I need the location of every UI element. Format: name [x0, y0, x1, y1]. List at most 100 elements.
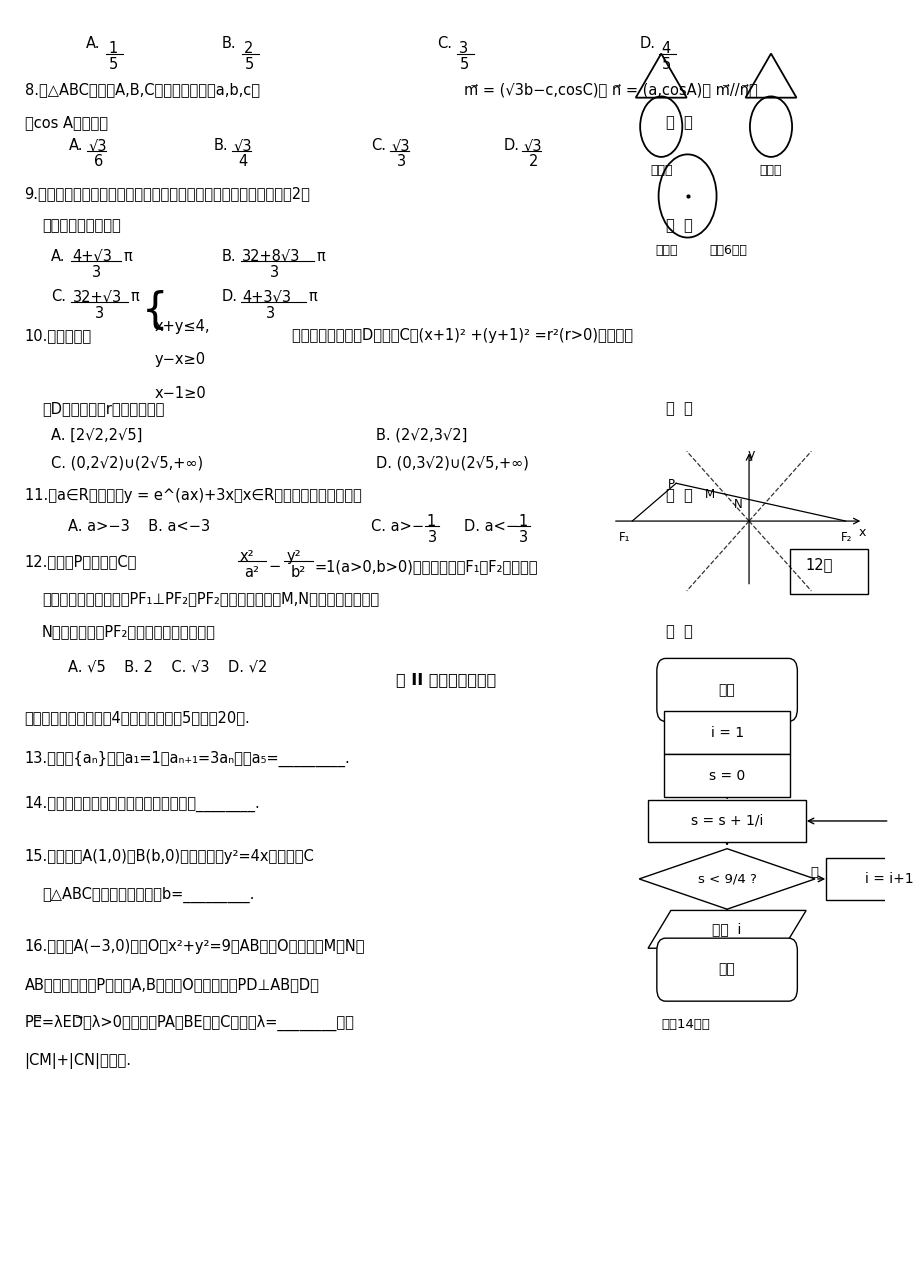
Text: π: π: [130, 289, 140, 304]
Text: x: x: [858, 526, 866, 539]
Text: b²: b²: [290, 566, 305, 580]
FancyBboxPatch shape: [656, 659, 797, 721]
FancyBboxPatch shape: [825, 857, 919, 901]
Text: x²: x²: [240, 549, 254, 564]
Text: 15.已知两点A(1,0)，B(b,0)，若抛物线y²=4x上存在点C: 15.已知两点A(1,0)，B(b,0)，若抛物线y²=4x上存在点C: [25, 848, 314, 864]
Text: B.: B.: [221, 36, 236, 51]
Text: 2: 2: [244, 41, 253, 56]
Text: 3: 3: [95, 306, 104, 321]
Text: 4+√3: 4+√3: [73, 248, 112, 264]
Text: 俦视图: 俦视图: [654, 243, 677, 257]
Text: m⃗ = (√3b−c,cosC)， n⃗ = (a,cosA)， m⃗//n⃗，: m⃗ = (√3b−c,cosC)， n⃗ = (a,cosA)， m⃗//n⃗…: [463, 83, 756, 98]
Text: 10.设不等式组: 10.设不等式组: [25, 329, 92, 343]
Text: 4: 4: [239, 154, 248, 169]
Text: 侧视图: 侧视图: [759, 164, 781, 177]
Text: （  ）: （ ）: [664, 624, 692, 640]
Text: PE⃗=λED⃗（λ>0），直线PA与BE交于C，则当λ=________时，: PE⃗=λED⃗（λ>0），直线PA与BE交于C，则当λ=________时，: [25, 1015, 354, 1031]
FancyBboxPatch shape: [789, 549, 867, 594]
Text: 3: 3: [518, 530, 528, 545]
Text: F₁: F₁: [618, 531, 630, 544]
Text: （  ）: （ ）: [664, 219, 692, 233]
Text: B.: B.: [221, 248, 236, 264]
Text: 是: 是: [810, 866, 818, 879]
Text: A.: A.: [68, 138, 83, 153]
Text: A. [2√2,2√5]: A. [2√2,2√5]: [51, 428, 142, 443]
Text: 14.若某程序框图如图所示，则运行结果为________.: 14.若某程序框图如图所示，则运行结果为________.: [25, 796, 260, 812]
Text: C. a>−: C. a>−: [371, 519, 424, 534]
Text: P: P: [666, 478, 674, 492]
Text: 5: 5: [460, 57, 469, 73]
Text: 1: 1: [517, 513, 527, 529]
Text: （  ）: （ ）: [664, 116, 692, 130]
Text: A.: A.: [85, 36, 100, 51]
Text: 使△ABC为等边三角形，则b=_________.: 使△ABC为等边三角形，则b=_________.: [42, 887, 255, 903]
Text: s < 9/4 ?: s < 9/4 ?: [697, 873, 755, 885]
Text: N恰好平分线段PF₂，则双曲线的离心率是: N恰好平分线段PF₂，则双曲线的离心率是: [42, 624, 216, 640]
Text: 输出  i: 输出 i: [711, 922, 741, 936]
FancyBboxPatch shape: [656, 938, 797, 1001]
Text: 3: 3: [266, 306, 275, 321]
Text: D.: D.: [221, 289, 238, 304]
Text: 12.已知点P是双曲线C：: 12.已知点P是双曲线C：: [25, 554, 137, 568]
Text: D.: D.: [503, 138, 518, 153]
Text: 3: 3: [270, 265, 279, 280]
Text: 32+8√3: 32+8√3: [242, 248, 301, 264]
Text: a²: a²: [244, 566, 259, 580]
Text: 5: 5: [244, 57, 254, 73]
Text: 2: 2: [528, 154, 538, 169]
Text: 二、填空题：本大题兲4小题，每小题。5分，內20分.: 二、填空题：本大题兲4小题，每小题。5分，內20分.: [25, 710, 250, 725]
Text: s = 0: s = 0: [709, 768, 744, 782]
Text: 12题: 12题: [804, 558, 832, 572]
FancyBboxPatch shape: [664, 711, 789, 754]
Text: y−x≥0: y−x≥0: [154, 352, 205, 367]
Text: √3: √3: [233, 138, 252, 153]
Text: D.: D.: [639, 36, 654, 51]
Text: B.: B.: [213, 138, 228, 153]
Text: 11.语a∈R，若函数y = e^(ax)+3x，x∈R有大于零的极值点，则: 11.语a∈R，若函数y = e^(ax)+3x，x∈R有大于零的极值点，则: [25, 488, 361, 503]
Text: A. a>−3    B. a<−3: A. a>−3 B. a<−3: [68, 519, 210, 534]
Polygon shape: [639, 848, 814, 910]
Text: π: π: [124, 248, 132, 264]
Text: N: N: [733, 498, 742, 511]
Text: x−1≥0: x−1≥0: [154, 386, 206, 401]
Text: x+y≤4,: x+y≤4,: [154, 320, 210, 335]
Text: （第14题）: （第14题）: [661, 1018, 709, 1031]
Text: 4: 4: [661, 41, 670, 56]
Text: 正视图: 正视图: [649, 164, 672, 177]
Text: 4+3√3: 4+3√3: [242, 289, 291, 304]
Text: {: {: [142, 289, 167, 331]
Text: 的左、右两个焦点，且PF₁⊥PF₂，PF₂两条渐近线相交M,N两点（如图），点: 的左、右两个焦点，且PF₁⊥PF₂，PF₂两条渐近线相交M,N两点（如图），点: [42, 591, 379, 606]
Text: （  ）: （ ）: [664, 401, 692, 417]
Text: |CM|+|CN|为定值.: |CM|+|CN|为定值.: [25, 1052, 131, 1069]
Text: 则cos A的值等于: 则cos A的值等于: [25, 116, 108, 130]
Text: C.: C.: [437, 36, 452, 51]
Text: C.: C.: [371, 138, 386, 153]
Text: π: π: [317, 248, 325, 264]
FancyBboxPatch shape: [648, 800, 805, 842]
Text: π: π: [308, 289, 316, 304]
Text: 3: 3: [427, 530, 437, 545]
Text: i = 1: i = 1: [709, 726, 743, 740]
Text: 8.在△ABC中，角A,B,C所对的边分别为a,b,c，: 8.在△ABC中，角A,B,C所对的边分别为a,b,c，: [25, 83, 259, 98]
Polygon shape: [647, 911, 805, 948]
Text: （  ）: （ ）: [664, 488, 692, 503]
Text: 表示的平面区域为D．若圆C：(x+1)² +(y+1)² =r²(r>0)不经过区: 表示的平面区域为D．若圆C：(x+1)² +(y+1)² =r²(r>0)不经过…: [292, 329, 632, 343]
Text: B. (2√2,3√2]: B. (2√2,3√2]: [375, 428, 467, 443]
Text: 结束: 结束: [718, 963, 734, 977]
Text: 3: 3: [396, 154, 405, 169]
Text: 3: 3: [92, 265, 101, 280]
Text: 域D上的点，则r的取值范围是: 域D上的点，则r的取值范围是: [42, 401, 165, 417]
Text: 5: 5: [662, 57, 671, 73]
Text: C.: C.: [51, 289, 66, 304]
FancyBboxPatch shape: [664, 754, 789, 798]
Text: A.: A.: [51, 248, 65, 264]
Text: √3: √3: [523, 138, 541, 153]
Text: −: −: [268, 559, 280, 573]
Text: F₂: F₂: [840, 531, 852, 544]
Text: C. (0,2√2)∪(2√5,+∞): C. (0,2√2)∪(2√5,+∞): [51, 456, 203, 470]
Text: s = s + 1/i: s = s + 1/i: [690, 814, 763, 828]
Text: D. (0,3√2)∪(2√5,+∞): D. (0,3√2)∪(2√5,+∞): [375, 456, 528, 470]
Text: =1(a>0,b>0)左支上一点，F₁，F₂是双曲线: =1(a>0,b>0)左支上一点，F₁，F₂是双曲线: [314, 559, 538, 573]
Text: √3: √3: [88, 138, 107, 153]
Text: y: y: [746, 448, 754, 461]
